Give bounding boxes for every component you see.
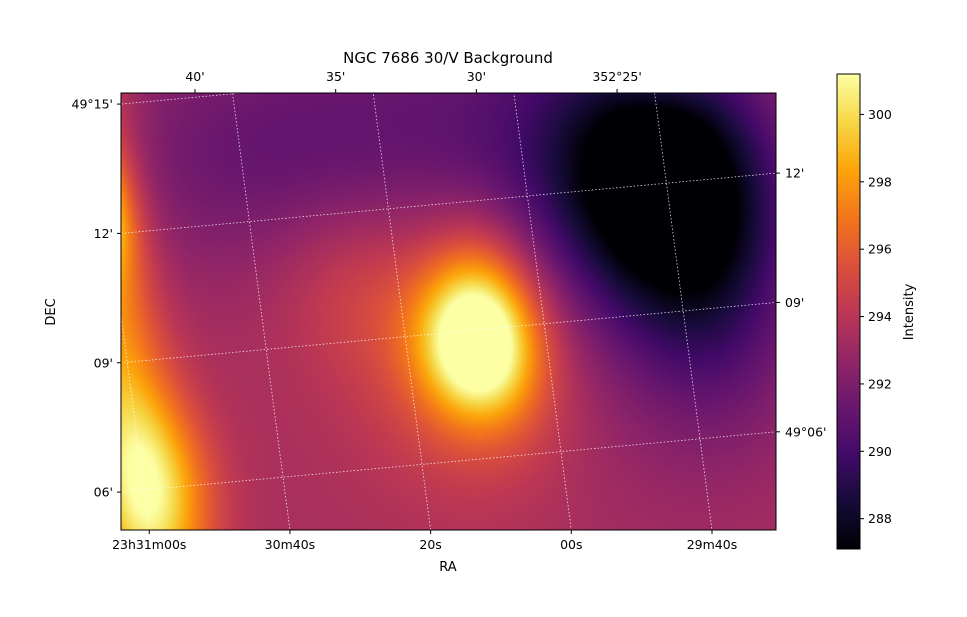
left-tick-label: 49°15'	[72, 97, 114, 112]
colorbar-tick-label: 290	[868, 444, 892, 459]
top-tick-label: 352°25'	[592, 69, 641, 84]
left-tick-label: 09'	[94, 355, 113, 370]
grid-line-ra	[232, 93, 291, 530]
right-tick-label: 12'	[785, 166, 804, 181]
x-axis-label: RA	[439, 560, 457, 575]
colorbar-label: Intensity	[902, 283, 917, 340]
bottom-tick-label: 23h31m00s	[112, 537, 186, 552]
colorbar-tick-label: 300	[868, 107, 892, 122]
right-tick-label: 49°06'	[785, 424, 827, 439]
axis-ticks: 23h31m00s 30m40s 20s 00s 29m40s 40' 35' 30' 352°…	[72, 69, 827, 552]
grid-line-ra	[513, 93, 572, 530]
colorbar-tick-label: 292	[868, 376, 892, 391]
bottom-tick-label: 00s	[560, 537, 582, 552]
plot-frame	[120, 92, 777, 531]
colorbar-tick-label: 296	[868, 242, 892, 257]
top-tick-label: 35'	[326, 69, 345, 84]
colorbar	[836, 73, 861, 550]
bottom-tick-label: 29m40s	[687, 537, 738, 552]
heatmap-image	[121, 93, 776, 530]
left-tick-label: 12'	[94, 226, 113, 241]
colorbar-ticks: 288 290 292 294 296 298 300	[860, 107, 892, 526]
colorbar-tick-label: 298	[868, 174, 892, 189]
colorbar-tick-label: 288	[868, 511, 892, 526]
colorbar-tick-label: 294	[868, 309, 892, 324]
bottom-tick-label: 20s	[419, 537, 441, 552]
bottom-tick-label: 30m40s	[265, 537, 316, 552]
chart-title: NGC 7686 30/V Background	[343, 49, 553, 67]
right-tick-label: 09'	[785, 295, 804, 310]
grid-line-ra	[372, 93, 432, 530]
left-tick-label: 06'	[94, 485, 113, 500]
y-axis-label: DEC	[44, 298, 59, 325]
grid-line-ra	[654, 93, 713, 530]
top-tick-label: 40'	[185, 69, 204, 84]
top-tick-label: 30'	[467, 69, 486, 84]
